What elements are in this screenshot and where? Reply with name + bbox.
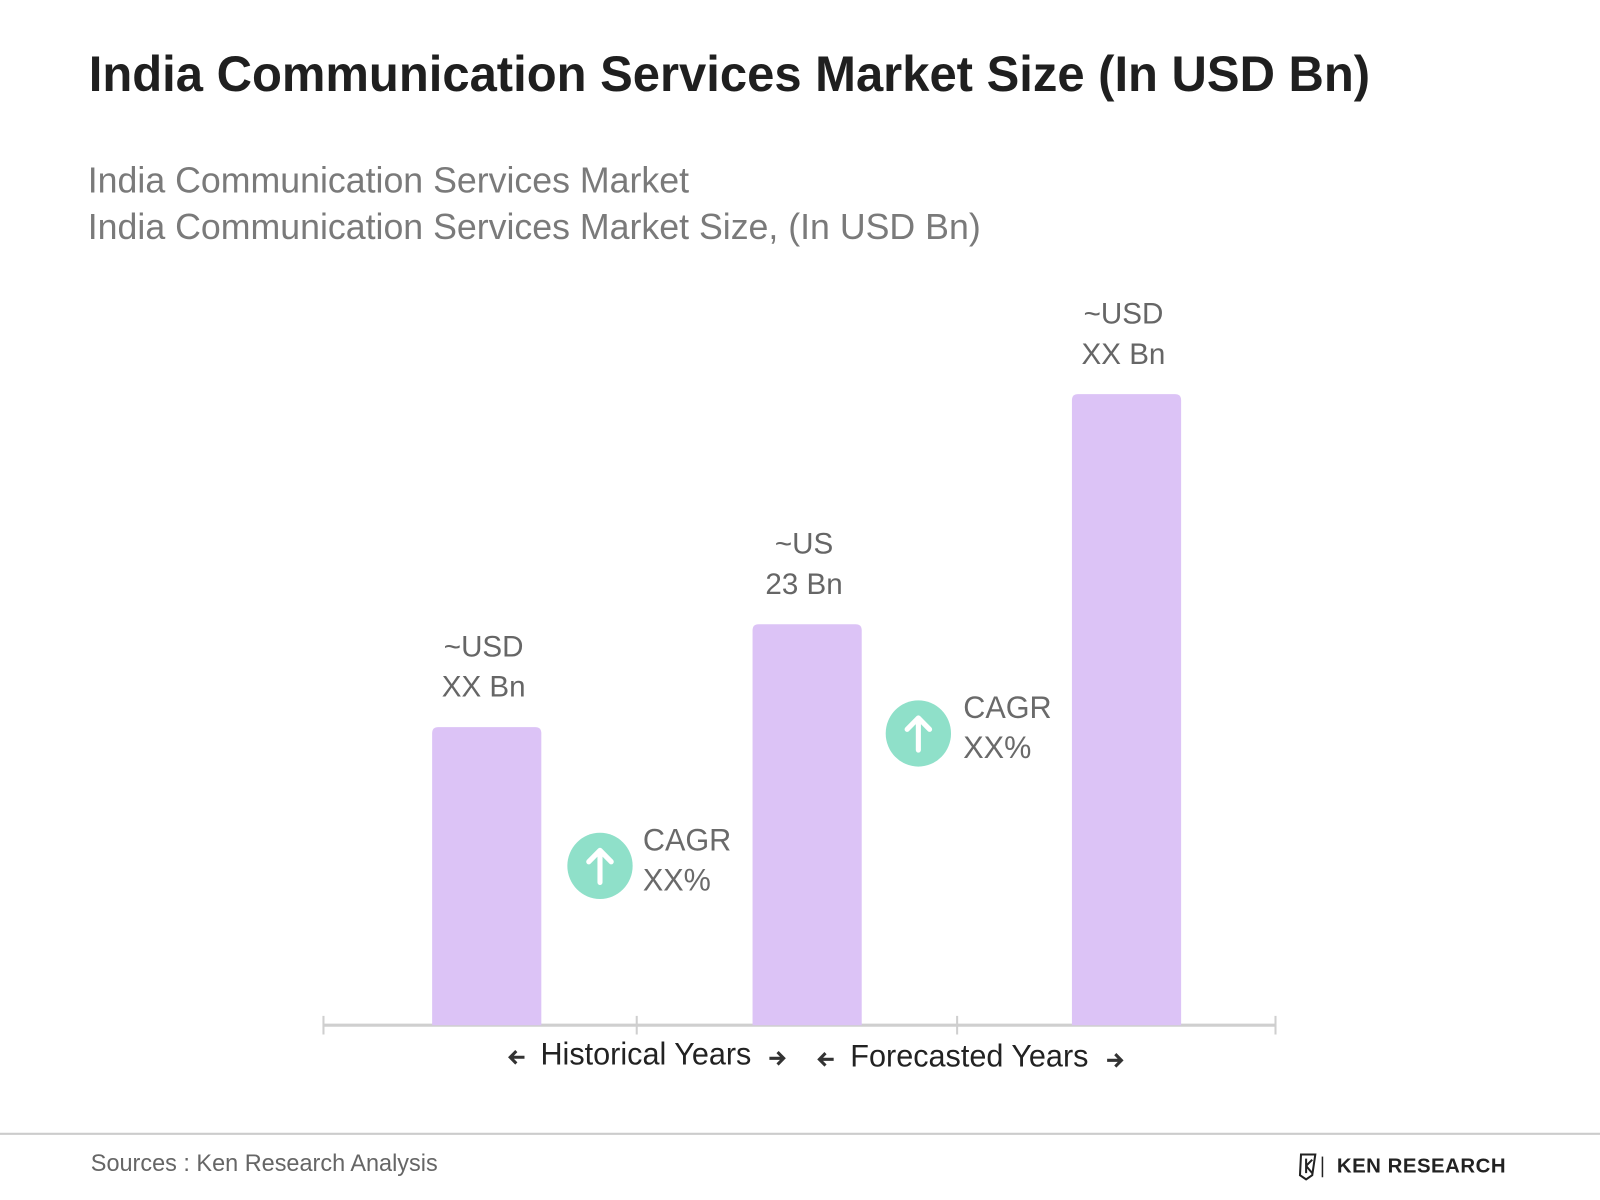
period-label: Forecasted Years <box>850 1038 1088 1073</box>
bar <box>432 727 542 1026</box>
value-label: ~US <box>775 527 833 560</box>
value-label: ~USD <box>444 630 524 663</box>
bar <box>1071 394 1182 1026</box>
chart-body: India Communication Services Market Size… <box>0 47 1600 1181</box>
chart-subtitle: India Communication Services Market Size… <box>88 206 981 247</box>
arrow-left <box>508 1049 525 1065</box>
source: Sources : Ken Research Analysis <box>91 1151 438 1177</box>
cagr-label: CAGR <box>643 822 731 857</box>
chart-title: India Communication Services Market Size… <box>89 47 1370 102</box>
arrow-right <box>1107 1053 1124 1068</box>
value-label: ~USD <box>1084 297 1164 330</box>
cagr-arrow <box>904 715 933 753</box>
arrow-right <box>769 1050 786 1066</box>
value-label: XX Bn <box>442 671 526 704</box>
cagr-label: XX% <box>963 730 1031 765</box>
value-label: XX Bn <box>1082 338 1166 371</box>
value-label: 23 Bn <box>765 568 842 601</box>
chart-subtitle: India Communication Services Market <box>88 159 689 200</box>
arrow-left <box>817 1052 834 1067</box>
period-label: Historical Years <box>540 1036 751 1071</box>
cagr-arrow <box>586 847 614 886</box>
bar <box>752 624 862 1026</box>
logo-icon <box>1298 1153 1317 1181</box>
cagr-label: CAGR <box>963 690 1051 725</box>
cagr-label: XX% <box>643 862 711 897</box>
logo-text: KEN RESEARCH <box>1337 1154 1506 1177</box>
